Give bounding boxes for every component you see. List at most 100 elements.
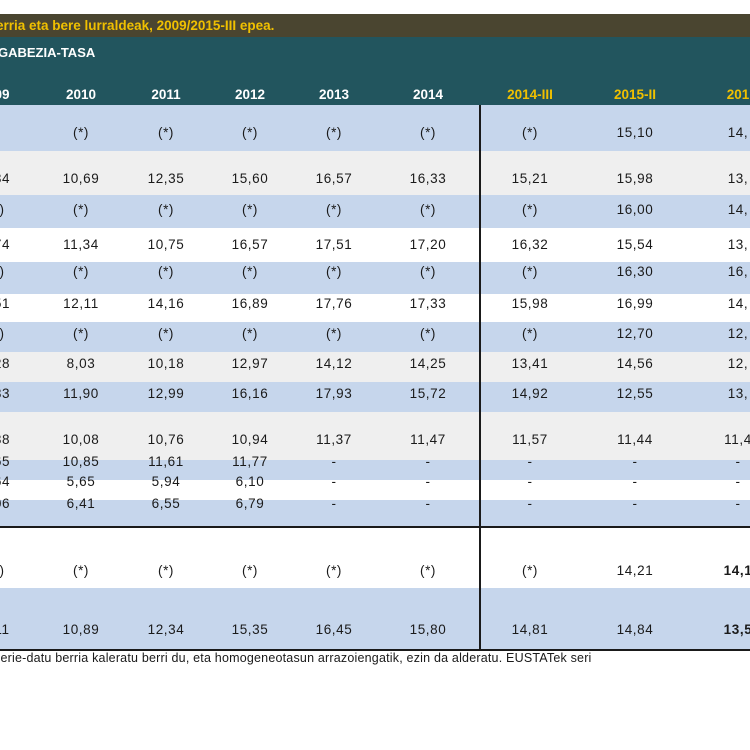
table-row: (*) (*) (*) (*) (*) (*) 15,10 14, [0, 105, 750, 151]
table-cell: 16,30 [616, 264, 654, 279]
table-cell: (*) [325, 563, 343, 578]
section-divider-top [0, 526, 750, 528]
table-cell: - [527, 454, 533, 469]
table-cell: (*) [72, 202, 90, 217]
column-header: 09 [0, 87, 10, 102]
table-cell: 16,33 [409, 171, 447, 186]
table-cell: ) [0, 563, 42, 578]
table-cell: 13, [727, 171, 749, 186]
table-cell: 14,92 [511, 386, 549, 401]
table-cell: - [425, 454, 431, 469]
table-cell: 6,79 [235, 496, 265, 511]
table-cell: (*) [241, 563, 259, 578]
table-cell: (*) [72, 264, 90, 279]
table-cell: 14,12 [315, 356, 353, 371]
table-cell: (*) [521, 563, 539, 578]
table-cell: 10,08 [62, 432, 100, 447]
table-cell: 15,80 [409, 622, 447, 637]
table-cell: (*) [521, 125, 539, 140]
table-cell: (*) [72, 326, 90, 341]
table-cell: ) [0, 264, 42, 279]
table-cell: - [632, 474, 638, 489]
table-cell: 34 [0, 171, 11, 186]
table-cell: 74 [0, 237, 11, 252]
table-cell: 51 [0, 296, 11, 311]
column-header: 2011 [151, 87, 181, 102]
table-cell: 11,37 [316, 432, 352, 447]
table-cell: 15,10 [616, 125, 654, 140]
table-cell: 8,03 [66, 356, 96, 371]
table-cell: 12,55 [616, 386, 654, 401]
table-cell: - [735, 454, 741, 469]
table-row: 51 12,11 14,16 16,89 17,76 17,33 15,98 16,99 14, [0, 294, 750, 322]
table-cell: 10,18 [147, 356, 185, 371]
table-cell: 12,11 [63, 296, 99, 311]
table-cell: - [331, 496, 337, 511]
table-cell: 14,25 [409, 356, 447, 371]
table-cell: - [632, 496, 638, 511]
table-cell: 13,5 [723, 622, 750, 637]
column-header: 2014 [412, 87, 444, 102]
table-cell: (*) [419, 125, 437, 140]
table-cell: 16, [727, 264, 749, 279]
table-cell: (*) [157, 202, 175, 217]
table-cell: 13,41 [511, 356, 549, 371]
table-cell: 14,16 [147, 296, 185, 311]
table-cell: 10,89 [62, 622, 100, 637]
column-header: 2014-III [507, 87, 553, 102]
table-row: 28 8,03 10,18 12,97 14,12 14,25 13,41 14,56 12, [0, 352, 750, 382]
table-cell: 12,34 [147, 622, 185, 637]
table-cell: 6,10 [235, 474, 265, 489]
column-header: 2015-II [613, 87, 657, 102]
table-cell: 13, [727, 386, 749, 401]
table-row: 65 10,85 11,61 11,77 - - - - - [0, 454, 750, 480]
table-cell: 38 [0, 432, 11, 447]
table-cell: (*) [325, 326, 343, 341]
table-cell: 16,45 [315, 622, 353, 637]
table-cell: 17,93 [315, 386, 353, 401]
table-cell: 11,61 [148, 454, 184, 469]
column-header: 2010 [65, 87, 97, 102]
table-cell: 12, [727, 356, 749, 371]
table-row: 64 5,65 5,94 6,10 - - - - - [0, 474, 750, 500]
table-cell: 11,34 [63, 237, 99, 252]
table-subtitle: GABEZIA-TASA [0, 45, 96, 60]
table-cell: 14,21 [616, 563, 654, 578]
table-cell: 14,84 [616, 622, 654, 637]
table-cell: 14,56 [616, 356, 654, 371]
table-cell: 13, [727, 237, 749, 252]
table-cell: 11,57 [512, 432, 548, 447]
table-row: 83 11,90 12,99 16,16 17,93 15,72 14,92 12,55 13, [0, 382, 750, 412]
table-cell: - [425, 474, 431, 489]
table-row: 34 10,69 12,35 15,60 16,57 16,33 15,21 15,98 13, [0, 151, 750, 195]
table-cell: - [735, 496, 741, 511]
table-cell: (*) [241, 125, 259, 140]
table-cell: - [735, 474, 741, 489]
table-cell: (*) [241, 264, 259, 279]
table-row: 38 10,08 10,76 10,94 11,37 11,47 11,57 11,44 11,… [0, 412, 750, 460]
column-header: 2012 [234, 87, 266, 102]
table-cell: 83 [0, 386, 11, 401]
table-cell: 15,98 [511, 296, 549, 311]
table-cell: (*) [419, 326, 437, 341]
table-cell: (*) [157, 563, 175, 578]
table-cell: 10,69 [62, 171, 100, 186]
table-cell: 10,94 [231, 432, 269, 447]
table-cell: 12,97 [231, 356, 269, 371]
table-cell: 16,16 [231, 386, 269, 401]
table-cell: 5,94 [151, 474, 181, 489]
table-cell: (*) [521, 264, 539, 279]
table-cell: (*) [157, 264, 175, 279]
table-cell: 12,35 [147, 171, 185, 186]
footnote: serie-datu berria kaleratu berri du, eta… [0, 651, 592, 665]
column-header: 201 [726, 87, 750, 102]
table-cell: (*) [325, 264, 343, 279]
table-cell: (*) [241, 202, 259, 217]
table-cell: 17,76 [315, 296, 353, 311]
table-row: ) (*) (*) (*) (*) (*) (*) 16,30 16, [0, 262, 750, 294]
table-cell: - [632, 454, 638, 469]
table-row: ) (*) (*) (*) (*) (*) (*) 12,70 12, [0, 322, 750, 352]
table-cell: 12,70 [616, 326, 654, 341]
table-row: ) (*) (*) (*) (*) (*) (*) 16,00 14, [0, 195, 750, 228]
